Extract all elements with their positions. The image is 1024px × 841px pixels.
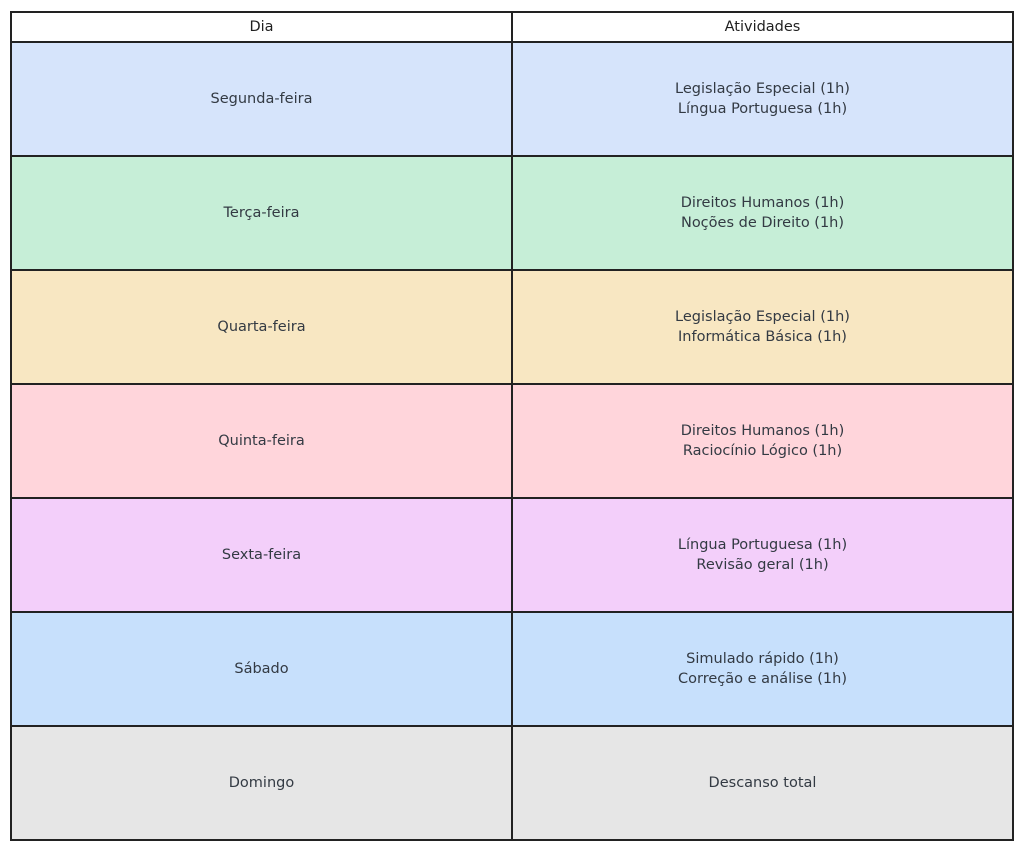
day-cell: Segunda-feira xyxy=(10,41,513,157)
day-cell: Sábado xyxy=(10,611,513,727)
day-cell: Quarta-feira xyxy=(10,269,513,385)
table-row: Domingo Descanso total xyxy=(10,725,1014,841)
table-row: Quarta-feira Legislação Especial (1h) Info… xyxy=(10,269,1014,385)
activity-line: Revisão geral (1h) xyxy=(696,557,829,573)
activity-line: Simulado rápido (1h) xyxy=(686,651,839,667)
column-header-dia: Dia xyxy=(10,11,513,43)
activity-line: Língua Portuguesa (1h) xyxy=(677,101,848,117)
day-cell: Terça-feira xyxy=(10,155,513,271)
table-row: Sexta-feira Língua Portuguesa (1h) Revisão… xyxy=(10,497,1014,613)
activity-line: Língua Portuguesa (1h) xyxy=(677,537,848,553)
activity-line: Noções de Direito (1h) xyxy=(680,215,845,231)
activity-line: Direitos Humanos (1h) xyxy=(680,423,845,439)
day-cell: Domingo xyxy=(10,725,513,841)
activity-line: Raciocínio Lógico (1h) xyxy=(682,443,843,459)
day-cell: Sexta-feira xyxy=(10,497,513,613)
table-row: Sábado Simulado rápido (1h) Correção e aná… xyxy=(10,611,1014,727)
activities-cell: Simulado rápido (1h) Correção e análise (… xyxy=(511,611,1014,727)
table-row: Segunda-feira Legislação Especial (1h) Lín… xyxy=(10,41,1014,157)
activity-line: Legislação Especial (1h) xyxy=(675,309,850,325)
table-row: Terça-feira Direitos Humanos (1h) Noções d… xyxy=(10,155,1014,271)
activity-line: Correção e análise (1h) xyxy=(678,671,847,687)
activity-line: Informática Básica (1h) xyxy=(678,329,847,345)
activity-line: Direitos Humanos (1h) xyxy=(680,195,845,211)
day-cell: Quinta-feira xyxy=(10,383,513,499)
activities-cell: Direitos Humanos (1h) Noções de Direito (… xyxy=(511,155,1014,271)
activities-cell: Legislação Especial (1h) Língua Portugues… xyxy=(511,41,1014,157)
activities-cell: Língua Portuguesa (1h) Revisão geral (1h) xyxy=(511,497,1014,613)
activities-cell: Direitos Humanos (1h) Raciocínio Lógico (… xyxy=(511,383,1014,499)
header-row: Dia Atividades xyxy=(10,11,1014,43)
table-body: Segunda-feira Legislação Especial (1h) Lín… xyxy=(10,41,1014,841)
activities-cell: Legislação Especial (1h) Informática Bási… xyxy=(511,269,1014,385)
column-header-atividades: Atividades xyxy=(511,11,1014,43)
table-row: Quinta-feira Direitos Humanos (1h) Raciocí… xyxy=(10,383,1014,499)
table-header: Dia Atividades xyxy=(10,11,1014,43)
activities-cell: Descanso total xyxy=(511,725,1014,841)
activity-line: Descanso total xyxy=(708,775,817,791)
study-schedule-table: Dia Atividades Segunda-feira Legislação E… xyxy=(10,11,1014,841)
activity-line: Legislação Especial (1h) xyxy=(675,81,850,97)
